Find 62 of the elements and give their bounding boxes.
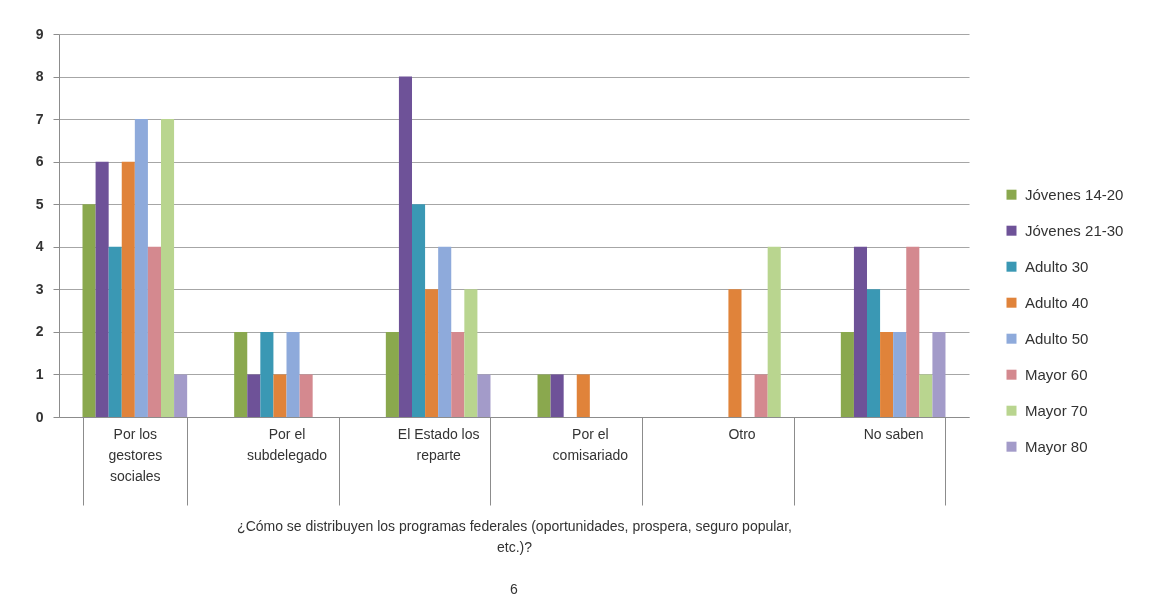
legend-label: Jóvenes 21-30 [1025,221,1124,239]
legend-label: Jóvenes 14-20 [1025,185,1124,203]
bar [174,374,188,417]
y-tick-label: 8 [35,68,44,85]
x-tick-label: Por los gestores sociales [108,425,163,484]
text: 6 [510,580,519,597]
legend-label: Adulto 50 [1025,329,1089,347]
y-tick-label: 6 [35,153,44,170]
x-axis-title: ¿Cómo se distribuyen los programas federales (oportunidades, prospera, seguro popular, etc.)? [237,518,792,555]
y-tick-label: 0 [35,408,44,425]
bar [95,161,109,417]
bar [932,331,946,417]
bar [385,331,399,417]
y-tick-label: 3 [35,280,44,297]
bar [840,331,854,417]
bar [121,161,135,417]
x-tick-label: Otro [728,425,756,442]
bar [464,289,478,417]
x-tick-label: Por el subdelegado [246,425,328,463]
y-tick-label: 4 [35,238,44,255]
bar [273,374,287,417]
bar [425,289,439,417]
bar [576,374,590,417]
bar [234,331,248,417]
bar [247,374,261,417]
bar [537,374,551,417]
y-tick-label: 9 [35,25,44,42]
bar [919,374,933,417]
bar [893,331,907,417]
bar [438,246,452,417]
legend-label: Mayor 70 [1025,401,1088,419]
bar [134,119,148,417]
legend-label: Adulto 40 [1025,293,1089,311]
bar [108,246,122,417]
x-tick-label: No saben [863,425,924,442]
legend-label: Adulto 30 [1025,257,1089,275]
y-tick-label: 2 [35,323,44,340]
bar [260,331,274,417]
bar [299,374,313,417]
legend-label: Mayor 60 [1025,365,1088,383]
y-tick-label: 7 [35,110,44,127]
bar [754,374,768,417]
bar [550,374,564,417]
x-tick-label: El Estado los reparte [397,425,480,463]
bar [477,374,491,417]
bar [853,246,867,417]
bar [867,289,881,417]
bar [398,76,412,417]
bar [161,119,175,417]
x-tick-label: Por el comisariado [552,425,629,463]
bar [906,246,920,417]
bar [451,331,465,417]
bar [147,246,161,417]
bar [286,331,300,417]
y-tick-label: 1 [35,365,44,382]
bar [880,331,894,417]
bar [82,204,96,417]
bar [412,204,426,417]
bar [767,246,781,417]
y-tick-label: 5 [35,195,44,212]
legend-label: Mayor 80 [1025,437,1088,455]
bar [728,289,742,417]
